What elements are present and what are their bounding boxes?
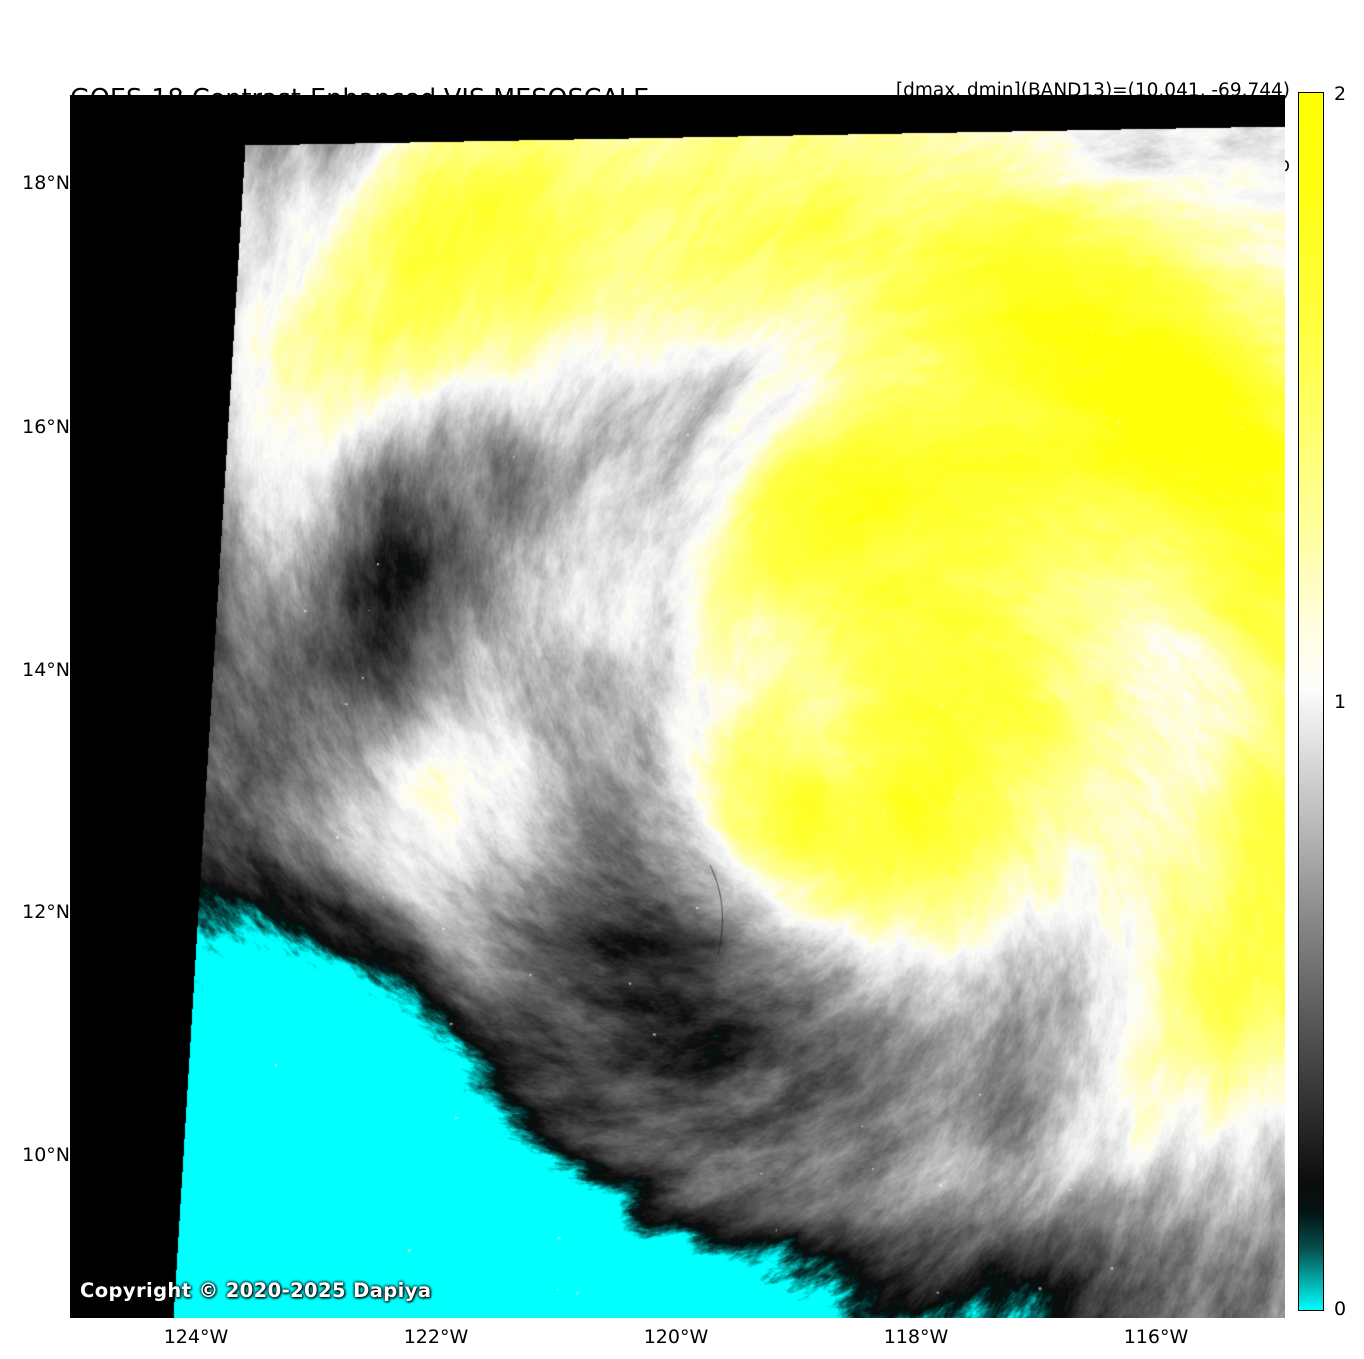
x-tick-label: 120°W — [643, 1326, 709, 1348]
satellite-imagery-canvas[interactable] — [70, 95, 1285, 1318]
x-tick-label: 124°W — [163, 1326, 229, 1348]
y-tick-label: 14°N — [22, 659, 70, 681]
satellite-image-plot[interactable]: Copyright © 2020-2025 Dapiya — [70, 95, 1285, 1318]
y-tick-label: 18°N — [22, 172, 70, 194]
header: GOES-18 Contrast-Enhanced-VIS MESOSCALE … — [0, 0, 1364, 213]
y-tick-label: 10°N — [22, 1144, 70, 1166]
y-tick-label: 12°N — [22, 901, 70, 923]
colorbar-tick-label: 0 — [1334, 1298, 1347, 1320]
x-tick-label: 118°W — [883, 1326, 949, 1348]
colorbar-gradient — [1298, 92, 1324, 1311]
colorbar-tick-label: 2 — [1334, 83, 1347, 105]
x-tick-label: 122°W — [403, 1326, 469, 1348]
y-tick-label: 16°N — [22, 416, 70, 438]
colorbar[interactable]: 2 1 0 — [1298, 83, 1346, 1320]
x-tick-label: 116°W — [1123, 1326, 1189, 1348]
colorbar-tick-label: 1 — [1334, 691, 1347, 713]
copyright-overlay: Copyright © 2020-2025 Dapiya — [80, 1279, 432, 1302]
